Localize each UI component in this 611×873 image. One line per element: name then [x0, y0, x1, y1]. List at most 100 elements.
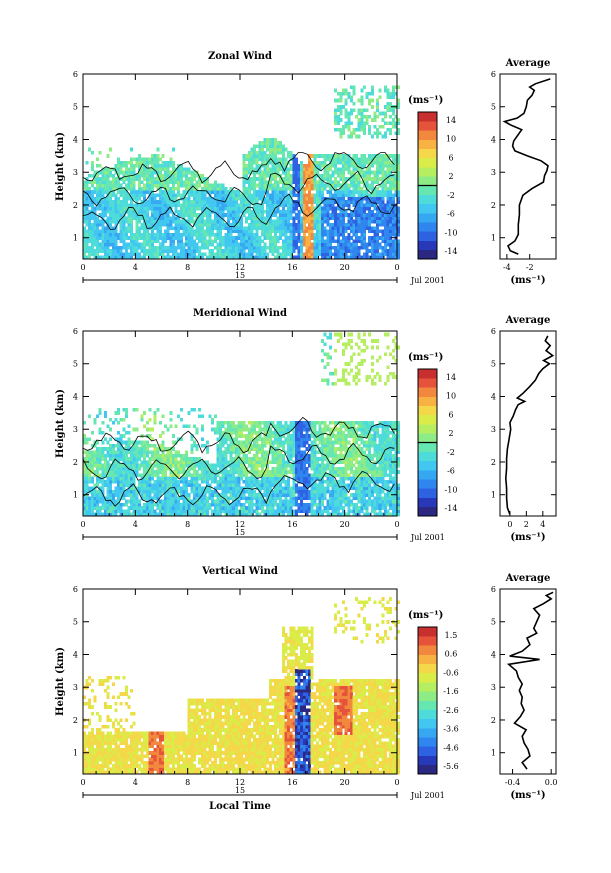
- heatmap-cell: [263, 180, 267, 185]
- heatmap-cell: [195, 226, 199, 230]
- heatmap-cell: [313, 206, 317, 211]
- heatmap-cell: [229, 463, 233, 468]
- heatmap-cell: [229, 496, 233, 501]
- heatmap-cell: [169, 187, 173, 191]
- heatmap-cell: [331, 183, 335, 188]
- heatmap-cell: [179, 463, 183, 468]
- heatmap-cell: [117, 411, 120, 415]
- heatmap-cell: [242, 493, 246, 497]
- heatmap-cell: [292, 170, 296, 175]
- heatmap-cell: [274, 239, 277, 244]
- heatmap-cell: [397, 249, 400, 253]
- heatmap-cell: [83, 437, 86, 442]
- heatmap-cell: [310, 232, 314, 237]
- heatmap-cell: [279, 229, 283, 234]
- heatmap-cell: [111, 242, 115, 247]
- heatmap-cell: [378, 193, 382, 198]
- heatmap-cell: [138, 219, 141, 224]
- heatmap-cell: [151, 193, 154, 198]
- heatmap-cell: [88, 173, 92, 178]
- heatmap-cell: [143, 512, 147, 517]
- heatmap-cell: [122, 177, 126, 181]
- heatmap-cell: [98, 447, 102, 451]
- heatmap-cell: [323, 164, 327, 168]
- heatmap-cell: [326, 200, 330, 204]
- heatmap-cell: [185, 183, 189, 188]
- heatmap-cell: [323, 167, 327, 171]
- heatmap-cell: [339, 200, 343, 204]
- heatmap-cell: [124, 457, 128, 461]
- heatmap-cell: [130, 502, 134, 507]
- heatmap-cell: [260, 170, 264, 175]
- heatmap-cell: [391, 121, 395, 126]
- heatmap-cell: [229, 444, 233, 448]
- heatmap-cell: [274, 245, 277, 250]
- heatmap-cell: [143, 173, 147, 178]
- heatmap-cell: [321, 193, 325, 198]
- heatmap-cell: [326, 209, 330, 214]
- heatmap-cell: [342, 203, 345, 207]
- heatmap-cell: [206, 466, 209, 471]
- heatmap-cell: [355, 173, 359, 178]
- heatmap-cell: [281, 242, 285, 247]
- heatmap-cell: [190, 190, 194, 194]
- heatmap-cell: [182, 496, 186, 501]
- heatmap-cell: [198, 255, 202, 260]
- heatmap-cell: [363, 229, 366, 234]
- heatmap-cell: [242, 427, 246, 432]
- heatmap-cell: [302, 226, 306, 230]
- heatmap-cell: [323, 255, 327, 260]
- heatmap-cell: [182, 229, 186, 234]
- heatmap-cell: [208, 216, 212, 221]
- heatmap-cell: [88, 453, 92, 458]
- heatmap-cell: [166, 173, 170, 178]
- heatmap-cell: [276, 147, 280, 152]
- heatmap-cell: [185, 453, 189, 458]
- heatmap-cell: [192, 219, 196, 224]
- heatmap-cell: [237, 466, 241, 471]
- heatmap-cell: [355, 232, 359, 237]
- heatmap-cell: [381, 190, 385, 194]
- heatmap-cell: [336, 236, 340, 240]
- heatmap-cell: [250, 242, 254, 247]
- heatmap-cell: [266, 187, 270, 191]
- heatmap-cell: [376, 229, 380, 234]
- heatmap-cell: [166, 460, 170, 464]
- heatmap-cell: [143, 226, 147, 230]
- heatmap-cell: [93, 252, 97, 257]
- heatmap-cell: [331, 239, 335, 244]
- heatmap-cell: [383, 105, 387, 109]
- heatmap-cell: [373, 226, 377, 230]
- heatmap-cell: [185, 170, 189, 175]
- heatmap-cell: [376, 206, 380, 211]
- heatmap-cell: [389, 245, 393, 250]
- heatmap-cell: [383, 134, 387, 139]
- heatmap-cell: [234, 502, 238, 507]
- heatmap-cell: [130, 203, 134, 207]
- heatmap-cell: [334, 183, 338, 188]
- heatmap-cell: [83, 193, 86, 198]
- heatmap-cell: [90, 489, 94, 494]
- heatmap-cell: [177, 177, 181, 181]
- heatmap-cell: [195, 196, 199, 201]
- heatmap-cell: [240, 229, 243, 234]
- heatmap-cell: [132, 213, 136, 217]
- heatmap-cell: [342, 180, 345, 185]
- heatmap-cell: [93, 496, 97, 501]
- heatmap-cell: [111, 249, 115, 253]
- heatmap-cell: [376, 177, 380, 181]
- heatmap-cell: [111, 206, 115, 211]
- heatmap-cell: [216, 196, 220, 201]
- heatmap-cell: [206, 226, 209, 230]
- heatmap-cell: [169, 470, 173, 474]
- heatmap-cell: [334, 157, 338, 162]
- heatmap-cell: [85, 440, 89, 445]
- heatmap-cell: [245, 506, 249, 510]
- heatmap-cell: [101, 496, 105, 501]
- heatmap-cell: [169, 417, 173, 422]
- heatmap-cell: [342, 236, 345, 240]
- heatmap-cell: [357, 124, 361, 129]
- heatmap-cell: [360, 255, 364, 260]
- heatmap-cell: [305, 242, 309, 247]
- heatmap-cell: [119, 450, 123, 455]
